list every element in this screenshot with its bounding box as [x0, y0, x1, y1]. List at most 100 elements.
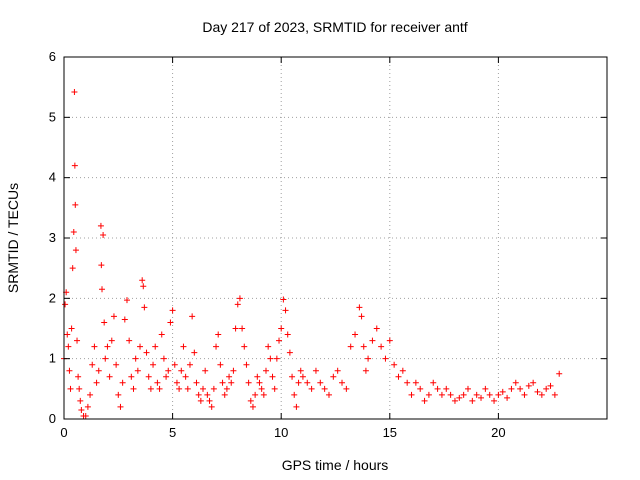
y-tick-label: 1 [49, 351, 56, 366]
data-point [113, 361, 120, 368]
data-point [486, 391, 493, 398]
data-point [386, 337, 393, 344]
data-point [399, 367, 406, 374]
data-point [91, 343, 98, 350]
data-point [95, 367, 102, 374]
data-point [356, 304, 363, 311]
data-point [160, 355, 167, 362]
data-point [330, 373, 337, 380]
data-point [334, 367, 341, 374]
data-point [126, 337, 133, 344]
data-point [438, 391, 445, 398]
data-point [130, 385, 137, 392]
data-point [173, 379, 180, 386]
data-point [191, 349, 198, 356]
data-point [447, 391, 454, 398]
data-point [258, 385, 265, 392]
data-point [228, 379, 235, 386]
data-point [169, 307, 176, 314]
data-point [219, 379, 226, 386]
chart-title: Day 217 of 2023, SRMTID for receiver ant… [202, 19, 467, 35]
data-point [425, 391, 432, 398]
data-point [556, 370, 563, 377]
x-tick-label: 15 [383, 425, 397, 440]
data-point [280, 296, 287, 303]
y-tick-label: 3 [49, 230, 56, 245]
data-point [93, 379, 100, 386]
data-point [69, 265, 76, 272]
data-point [62, 301, 69, 308]
data-point [265, 343, 272, 350]
data-point [254, 373, 261, 380]
plot-frame [63, 56, 608, 420]
data-point [460, 391, 467, 398]
data-point [141, 304, 148, 311]
data-point [182, 373, 189, 380]
data-point [223, 385, 230, 392]
data-point [412, 379, 419, 386]
data-point [71, 88, 78, 95]
data-point [163, 373, 170, 380]
data-point [276, 337, 283, 344]
data-point [271, 385, 278, 392]
data-point [343, 385, 350, 392]
data-point [193, 379, 200, 386]
data-point [525, 382, 532, 389]
data-point [84, 403, 91, 410]
x-tick-label: 0 [60, 425, 67, 440]
data-point [71, 162, 78, 169]
data-point [97, 222, 104, 229]
data-point [64, 331, 71, 338]
data-point [469, 397, 476, 404]
data-point [284, 331, 291, 338]
x-tick-label: 20 [491, 425, 505, 440]
data-point [176, 385, 183, 392]
data-point [243, 361, 250, 368]
data-point [186, 361, 193, 368]
data-point [72, 247, 79, 254]
data-point [295, 379, 302, 386]
data-point [101, 319, 108, 326]
data-point [495, 391, 502, 398]
data-point [104, 343, 111, 350]
data-point [249, 403, 256, 410]
data-point [267, 355, 274, 362]
data-point [325, 391, 332, 398]
data-point [145, 373, 152, 380]
data-point [482, 385, 489, 392]
data-point [262, 367, 269, 374]
data-point [378, 343, 385, 350]
data-point [108, 337, 115, 344]
data-point [147, 385, 154, 392]
data-point [72, 201, 79, 208]
data-point [232, 325, 239, 332]
data-point [373, 325, 380, 332]
y-tick-label: 0 [49, 411, 56, 426]
data-point [77, 397, 84, 404]
data-point [395, 373, 402, 380]
data-point [119, 379, 126, 386]
data-point [297, 367, 304, 374]
data-point [221, 391, 228, 398]
x-axis-label: GPS time / hours [282, 457, 389, 473]
x-tick-label: 10 [274, 425, 288, 440]
data-point [106, 373, 113, 380]
data-point [256, 379, 263, 386]
data-point [78, 406, 85, 413]
data-point [362, 367, 369, 374]
data-point [247, 397, 254, 404]
data-point [197, 397, 204, 404]
data-point [269, 373, 276, 380]
data-point [132, 355, 139, 362]
data-point [70, 228, 77, 235]
data-point [82, 412, 89, 419]
data-point [98, 262, 105, 269]
data-point [67, 385, 74, 392]
data-point [230, 367, 237, 374]
data-point [530, 379, 537, 386]
data-point [512, 379, 519, 386]
data-point [208, 403, 215, 410]
y-tick-label: 5 [49, 109, 56, 124]
axis-ticks: 0 5 10 15 20 0 1 2 3 4 5 6 [49, 49, 607, 440]
data-point [139, 277, 146, 284]
